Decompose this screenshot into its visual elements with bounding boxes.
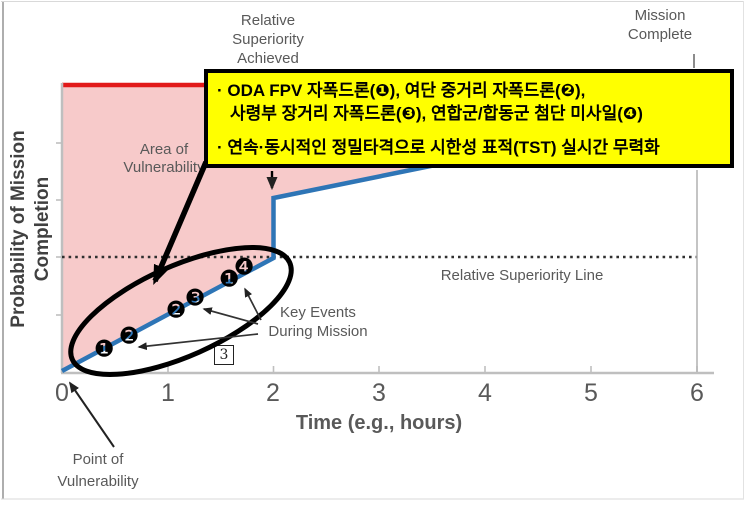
key-events-arrows xyxy=(137,287,262,351)
y-axis-ticks xyxy=(56,142,62,316)
x-tick-label-2: 2 xyxy=(266,379,280,407)
key-event-marker-5: ❶ xyxy=(218,266,240,293)
callout-arrow xyxy=(152,160,209,286)
mission-complete-label: Mission Complete xyxy=(627,7,693,43)
point-of-vulnerability-label: Point of Vulnerability xyxy=(57,451,139,490)
key-events-arrow-1 xyxy=(137,333,259,351)
key-event-marker-4: ❸ xyxy=(184,285,206,312)
relative-superiority-achieved-label: Relative Superiority Achieved xyxy=(232,12,304,67)
x-tick-label-1: 1 xyxy=(161,379,175,407)
callout-box: · ODA FPV 자폭드론(❶), 여단 중거리 자폭드론(❷), 사령부 장… xyxy=(204,69,734,168)
mission-completion-curve xyxy=(60,157,461,373)
key-events-ellipse xyxy=(68,244,294,378)
key-event-marker-2: ❷ xyxy=(118,323,140,350)
callout-line-1: · ODA FPV 자폭드론(❶), 여단 중거리 자폭드론(❷), xyxy=(217,81,586,100)
callout-line-3: · 연속·동시적인 정밀타격으로 시한성 표적(TST) 실시간 무력화 xyxy=(217,138,660,157)
x-tick-label-6: 6 xyxy=(690,379,704,407)
area-of-vulnerability-label: Area of Vulnerability xyxy=(123,141,205,176)
key-events-arrow-2 xyxy=(202,307,259,325)
x-tick-label-4: 4 xyxy=(478,379,492,407)
relative-superiority-line-label: Relative Superiority Line xyxy=(440,267,604,284)
x-axis-title: Time (e.g., hours) xyxy=(295,412,463,434)
x-tick-label-5: 5 xyxy=(584,379,598,407)
x-tick-label-0: 0 xyxy=(55,379,69,407)
key-event-marker-3: ❷ xyxy=(165,297,187,324)
callout-line-2: 사령부 장거리 자폭드론(❸), 연합군/합동군 첨단 미사일(❹) xyxy=(230,104,643,123)
key-events-arrow-3 xyxy=(244,287,262,321)
boxed-step-label: 3 xyxy=(214,345,234,365)
point-of-vulnerability-arrow xyxy=(68,381,115,448)
key-event-marker-6: ❹ xyxy=(233,254,255,281)
x-tick-label-3: 3 xyxy=(372,379,386,407)
key-events-label: Key Events During Mission xyxy=(268,304,368,340)
key-event-marker-1: ❶ xyxy=(93,336,115,363)
